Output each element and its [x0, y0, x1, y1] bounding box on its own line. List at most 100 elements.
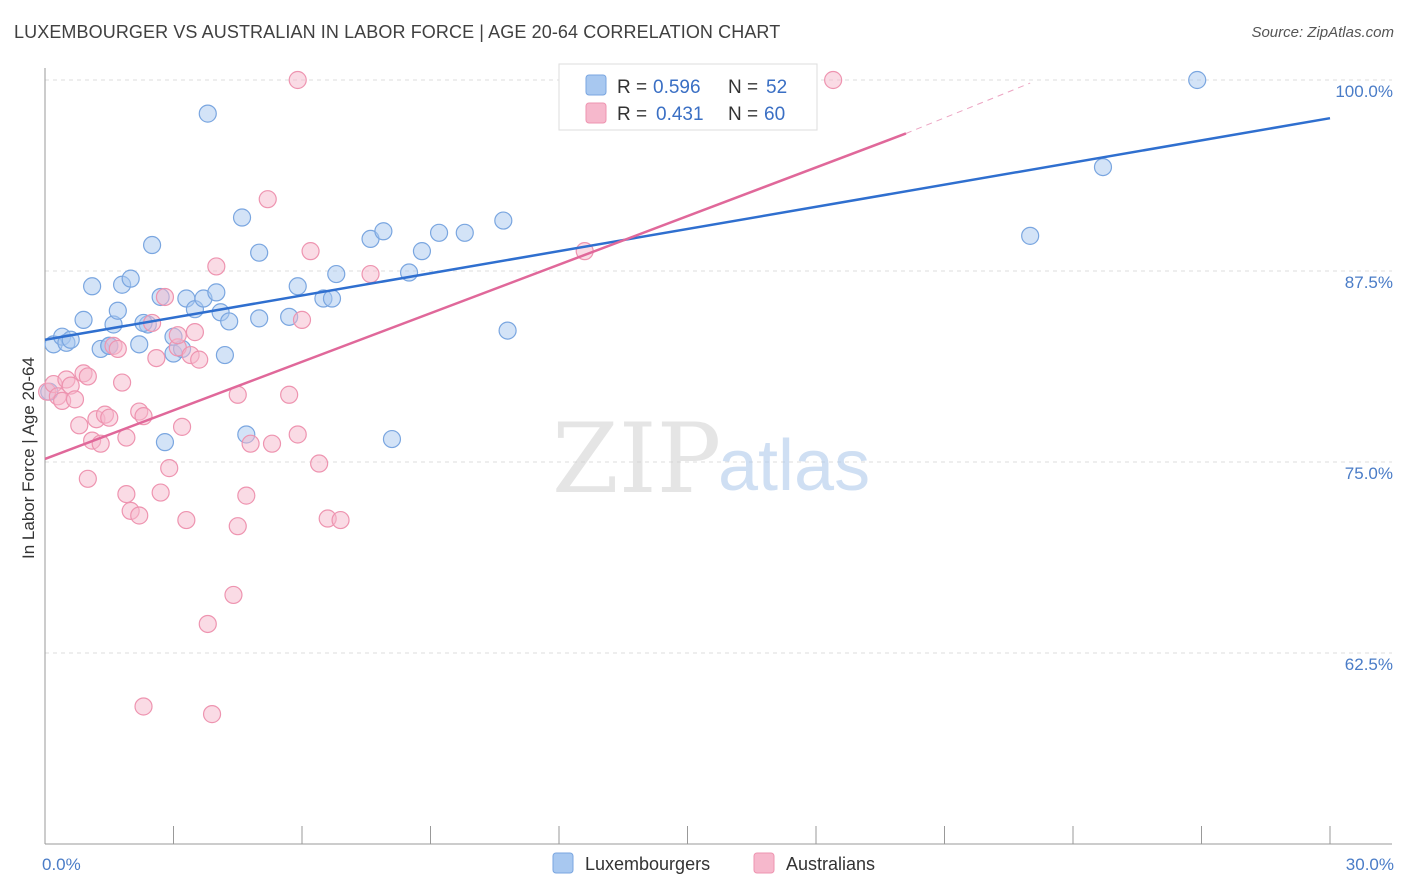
luxembourger-point-22 [198, 104, 217, 123]
series-legend: Luxembourgers Australians [552, 852, 875, 874]
luxembourger-point-30 [250, 309, 269, 328]
luxembourger-point-23 [207, 283, 226, 302]
australian-point-43 [258, 190, 277, 209]
luxembourger-point-42 [455, 223, 474, 242]
luxembourger-point-4 [74, 310, 93, 329]
australian-point-24 [147, 348, 166, 368]
luxembourger-point-29 [250, 243, 269, 262]
bottom-legend-swatch-luxembourgers [552, 852, 574, 874]
legend-n-label-2: N = [728, 104, 758, 125]
legend-swatch-pink [585, 102, 607, 124]
luxembourger-point-47 [1188, 70, 1207, 90]
luxembourger-point-14 [142, 235, 162, 255]
luxembourger-point-11 [121, 269, 140, 288]
australian-point-50 [310, 454, 329, 473]
australian-point-48 [292, 310, 312, 329]
australian-point-36 [202, 705, 222, 724]
australian-point-41 [237, 486, 256, 505]
luxembourger-point-45 [1021, 226, 1040, 245]
australian-point-25 [151, 483, 170, 502]
legend-n-value-2: 60 [764, 104, 785, 125]
bottom-legend-swatch-australians [753, 852, 775, 874]
trend-lines [44, 82, 1331, 461]
legend-swatch-blue [585, 74, 607, 96]
australian-point-6 [70, 416, 89, 435]
axes [44, 68, 1392, 845]
australian-point-49 [301, 242, 320, 261]
australian-point-58 [65, 390, 85, 409]
luxembourger-point-27 [232, 208, 252, 227]
trend-line-luxembourgers [44, 116, 1331, 341]
australian-point-33 [185, 323, 205, 342]
x-tick-label-0: 0.0% [42, 855, 81, 874]
luxembourger-point-9 [108, 301, 127, 320]
australian-point-38 [224, 585, 243, 605]
luxembourger-point-32 [288, 277, 307, 296]
legend-n-value-1: 52 [766, 77, 787, 98]
luxembourger-point-43 [494, 211, 513, 230]
australian-point-40 [228, 517, 247, 536]
watermark-atlas: atlas [718, 426, 870, 506]
watermark-zip: ZIP [552, 403, 721, 515]
y-tick-label-3: 100.0% [1335, 82, 1393, 101]
luxembourger-point-40 [412, 242, 432, 261]
australian-point-35 [198, 614, 217, 634]
australian-point-16 [112, 373, 132, 392]
australian-point-30 [172, 417, 192, 436]
x-tick-label-1: 30.0% [1346, 855, 1394, 874]
australian-point-18 [117, 484, 136, 504]
australian-point-57 [134, 697, 153, 716]
stats-legend: R = 0.596 N = 52 R = 0.431 N = 60 [558, 63, 818, 131]
australian-point-27 [160, 459, 179, 478]
australian-point-15 [108, 339, 127, 359]
australian-point-59 [78, 367, 97, 386]
luxembourger-point-5 [83, 277, 102, 296]
legend-r-label-1: R = [617, 77, 647, 98]
australian-point-52 [331, 510, 350, 530]
gridlines [45, 79, 1392, 654]
trend-line-australians-extension [905, 82, 1031, 134]
luxembourger-point-37 [374, 222, 393, 241]
australian-point-56 [824, 70, 843, 90]
australian-point-44 [262, 434, 282, 453]
australian-point-37 [207, 257, 226, 276]
tick-labels: 62.5% 75.0% 87.5% 100.0% 0.0% 30.0% [42, 82, 1394, 874]
australian-point-53 [361, 264, 380, 284]
luxembourger-point-12 [130, 335, 149, 354]
australian-point-29 [168, 326, 187, 345]
australian-point-20 [130, 506, 149, 525]
legend-n-label-1: N = [728, 77, 758, 98]
chart-title: LUXEMBOURGER VS AUSTRALIAN IN LABOR FORC… [14, 22, 781, 42]
legend-r-label-2: R = [617, 104, 647, 125]
australian-point-42 [241, 434, 260, 453]
luxembourger-point-41 [429, 223, 449, 242]
australian-point-8 [78, 469, 97, 488]
luxembourger-point-46 [1093, 157, 1113, 177]
bottom-legend-australians: Australians [786, 854, 875, 874]
luxembourger-point-44 [498, 321, 517, 340]
watermark: ZIP atlas [552, 403, 870, 515]
luxembourger-point-25 [215, 345, 234, 365]
source-credit: Source: ZipAtlas.com [1251, 24, 1394, 41]
australian-point-46 [288, 70, 307, 90]
y-tick-label-2: 87.5% [1345, 273, 1393, 292]
y-tick-label-1: 75.0% [1345, 464, 1393, 483]
legend-r-value-2: 0.431 [656, 104, 704, 125]
australian-point-47 [288, 425, 307, 444]
australian-point-45 [280, 385, 299, 404]
luxembourger-point-26 [220, 312, 239, 331]
legend-r-value-1: 0.596 [653, 77, 701, 98]
australian-point-31 [177, 510, 196, 530]
luxembourger-point-16 [155, 433, 175, 452]
series-australians [38, 70, 843, 724]
y-tick-label-0: 62.5% [1345, 655, 1393, 674]
australian-point-26 [155, 287, 175, 307]
bottom-legend-luxembourgers: Luxembourgers [585, 854, 710, 874]
luxembourger-point-38 [382, 429, 402, 449]
luxembourger-point-35 [327, 264, 346, 284]
australian-point-34 [190, 350, 209, 369]
australian-point-13 [100, 408, 119, 427]
trend-line-australians [44, 132, 907, 461]
y-axis-label: In Labor Force | Age 20-64 [19, 357, 38, 559]
